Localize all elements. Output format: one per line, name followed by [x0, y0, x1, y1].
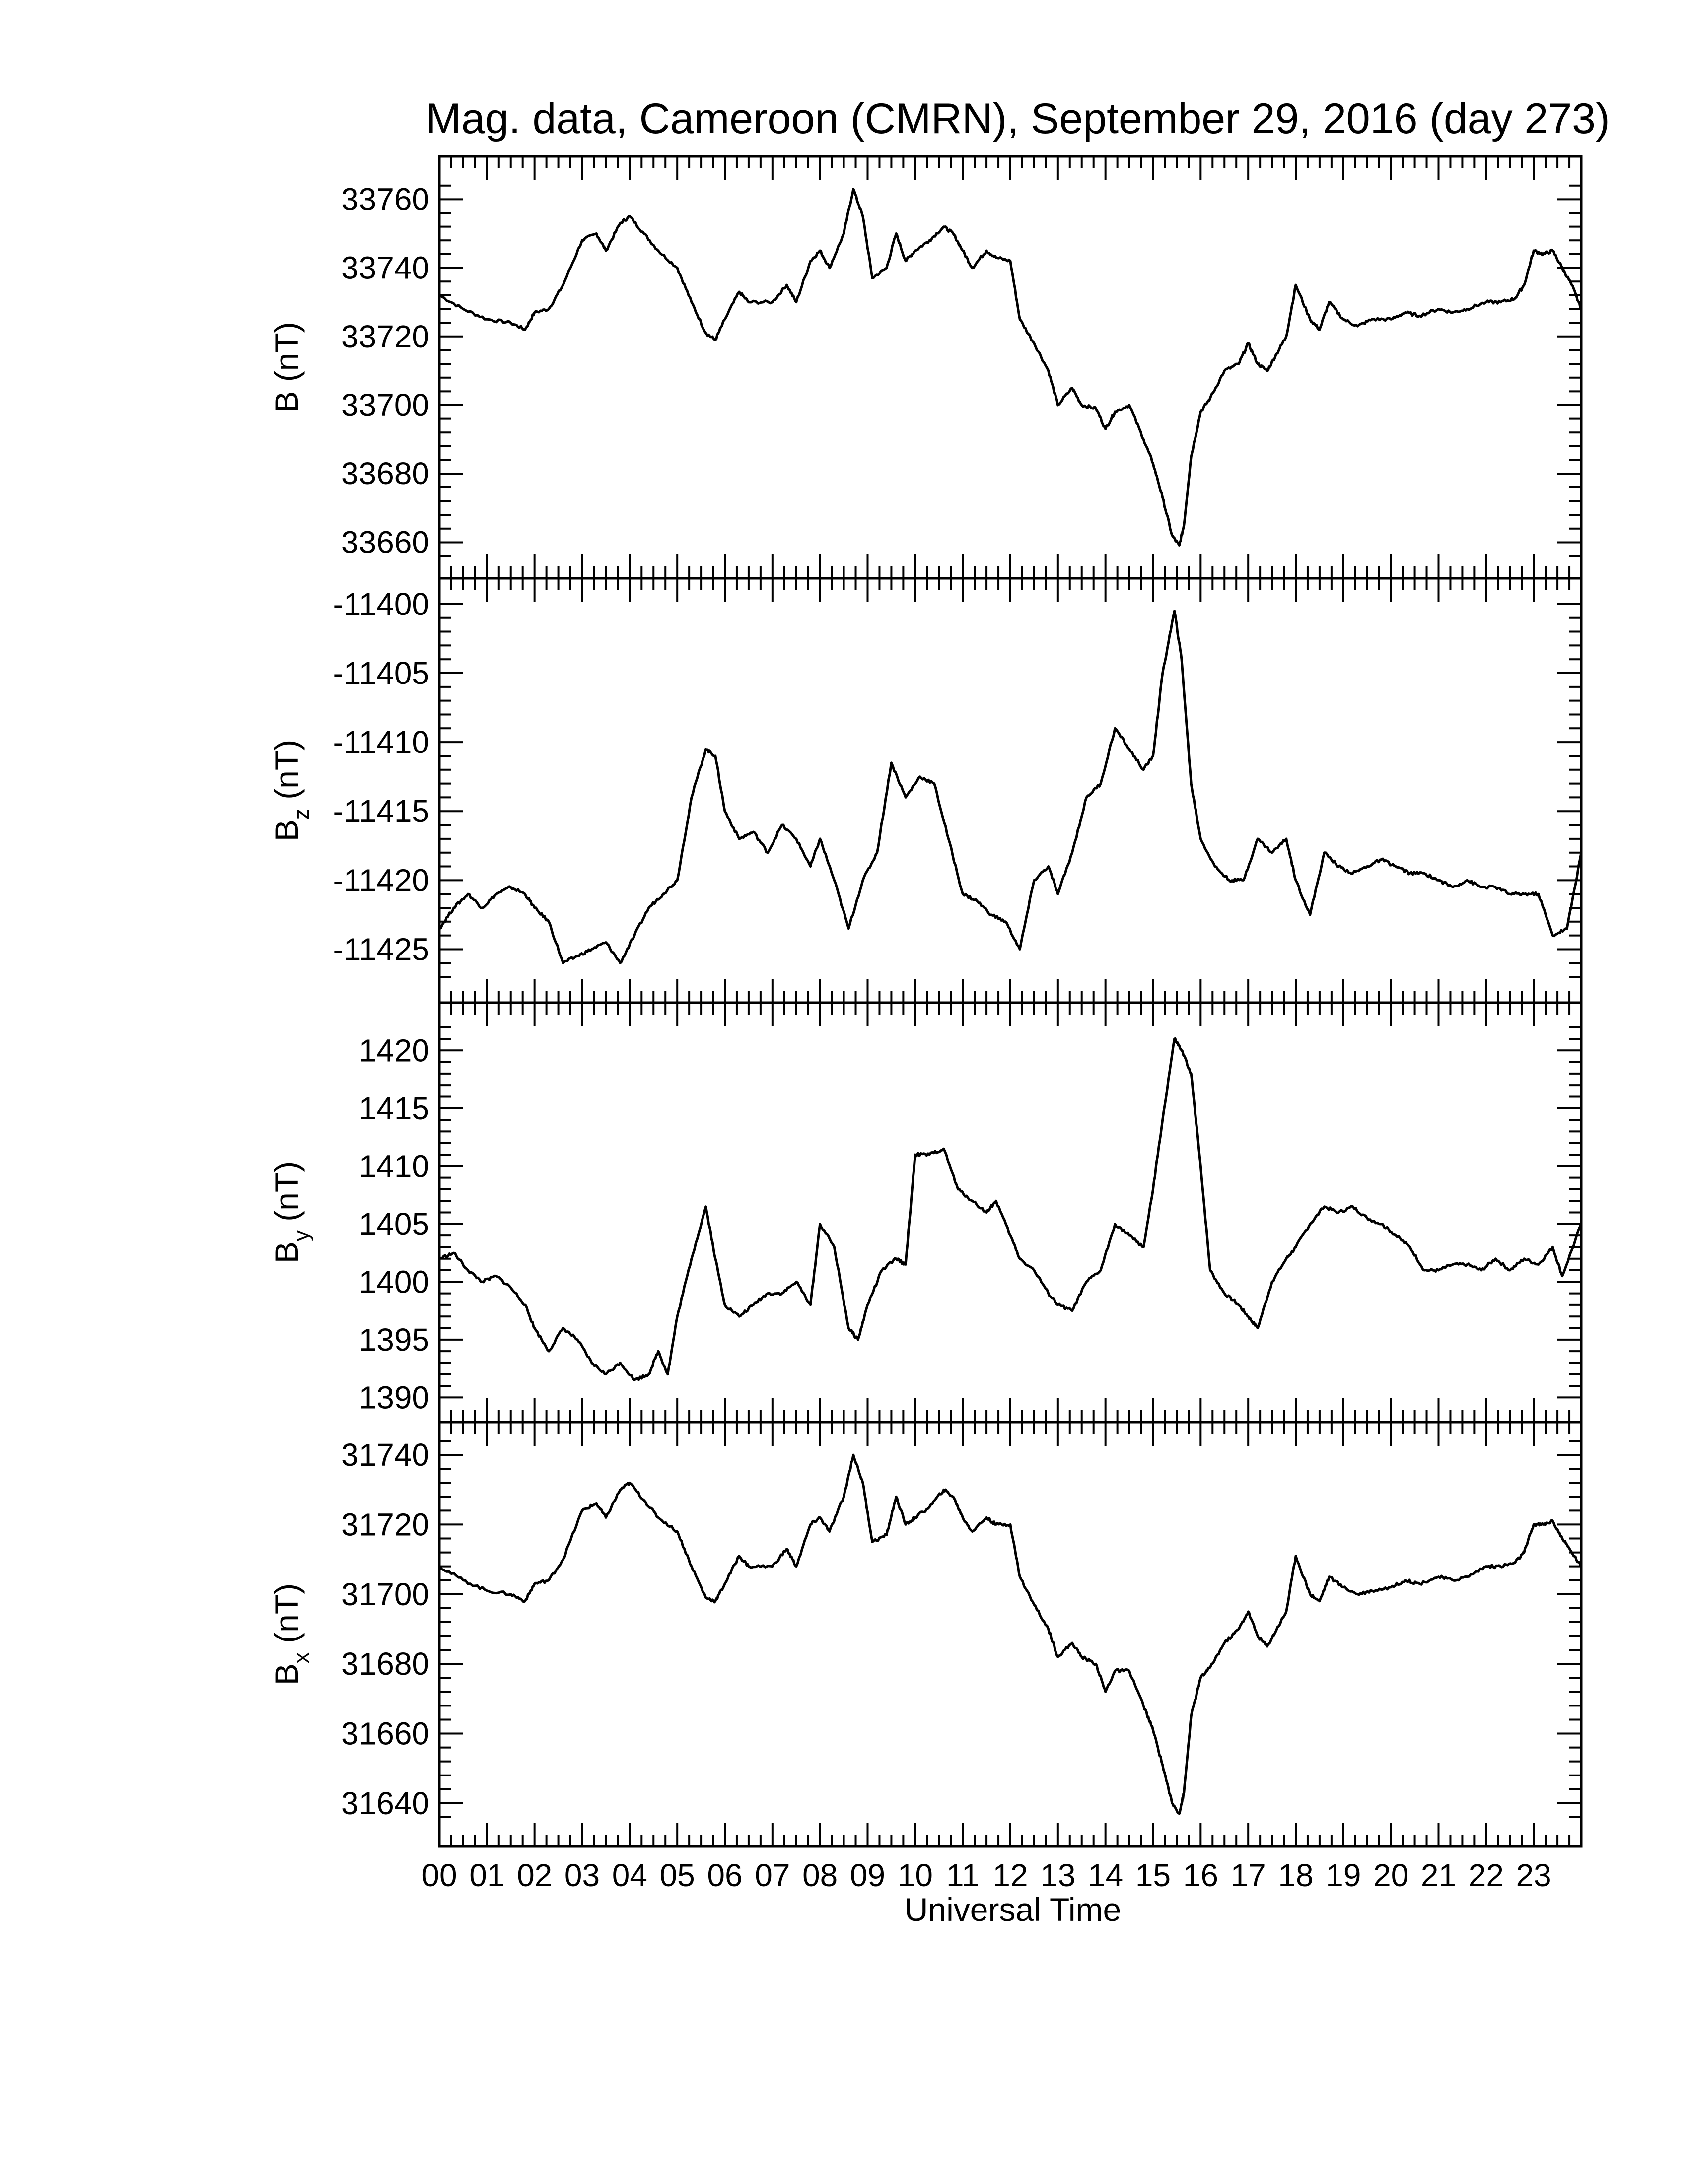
series-line-By [438, 1037, 1583, 1381]
x-tick-labels: 00 01 02 03 04 05 06 07 08 09 10 11 12 13 14 15 16 17 18 19… [422, 1857, 1551, 1893]
panel-Bx: 31640 31660 31680 31700 31720 31740 Bx (nT) [268, 1421, 1583, 1848]
x-tick-label: 05 [660, 1857, 695, 1893]
chart-title: Mag. data, Cameroon (CMRN), September 29… [425, 95, 1610, 142]
y-tick-label: 1395 [359, 1322, 429, 1358]
series-line-B [438, 188, 1582, 547]
panel-B: 33660 33680 33700 33720 33740 33760 B (nT) [268, 155, 1583, 580]
y-tick-label: 1400 [359, 1264, 429, 1299]
x-tick-label: 08 [802, 1857, 838, 1893]
y-tick-label: 31660 [341, 1716, 429, 1752]
x-tick-label: 17 [1231, 1857, 1266, 1893]
x-axis-label: Universal Time [905, 1891, 1121, 1928]
y-tick-label: 31720 [341, 1506, 429, 1542]
y-axis-label-Bz: Bz (nT) [268, 740, 314, 841]
y-tick-label: -11425 [333, 931, 429, 967]
y-tick-label: -11415 [333, 793, 429, 829]
y-tick-label: 33760 [341, 181, 429, 217]
x-tick-label: 01 [469, 1857, 504, 1893]
y-tick-label: 1410 [359, 1148, 429, 1184]
x-tick-label: 02 [517, 1857, 552, 1893]
panel-frame-Bx [438, 1421, 1583, 1848]
y-tick-label: 1390 [359, 1379, 429, 1415]
y-tick-label: 33660 [341, 524, 429, 560]
x-tick-label: 09 [850, 1857, 885, 1893]
y-tick-label: 1420 [359, 1032, 429, 1068]
x-tick-label: 21 [1421, 1857, 1456, 1893]
y-axis-label-B: B (nT) [268, 322, 305, 412]
y-tick-label: 33700 [341, 387, 429, 423]
x-tick-label: 18 [1278, 1857, 1313, 1893]
panel-frame-B [438, 155, 1583, 580]
x-tick-label: 20 [1373, 1857, 1408, 1893]
y-tick-label: 31740 [341, 1437, 429, 1473]
y-tick-label: 1405 [359, 1206, 429, 1242]
x-tick-label: 06 [707, 1857, 742, 1893]
x-tick-label: 12 [992, 1857, 1028, 1893]
x-tick-label: 07 [755, 1857, 790, 1893]
x-tick-label: 03 [564, 1857, 600, 1893]
chart-panels: 33660 33680 33700 33720 33740 33760 B (nT) -114… [268, 155, 1583, 1848]
series-line-Bz [439, 610, 1583, 964]
y-tick-label: 31640 [341, 1785, 429, 1821]
x-tick-label: 22 [1469, 1857, 1504, 1893]
panel-frame-By [438, 1001, 1583, 1424]
y-tick-label: 31700 [341, 1576, 429, 1612]
y-axis-label-By: By (nT) [268, 1161, 314, 1263]
panel-frame-Bz [438, 577, 1583, 1004]
x-tick-label: 19 [1326, 1857, 1361, 1893]
x-tick-label: 13 [1040, 1857, 1075, 1893]
x-tick-label: 00 [422, 1857, 457, 1893]
x-tick-label: 11 [946, 1857, 979, 1893]
panel-Bz: -11425 -11420 -11415 -11410 -11405 -11400 Bz (… [268, 577, 1583, 1004]
x-tick-label: 04 [612, 1857, 647, 1893]
series-line-Bx [438, 1453, 1583, 1815]
y-tick-label: -11405 [333, 655, 429, 691]
y-tick-label: -11420 [333, 862, 429, 898]
y-tick-label: -11400 [333, 586, 429, 622]
x-tick-label: 16 [1183, 1857, 1218, 1893]
x-tick-label: 15 [1135, 1857, 1171, 1893]
y-tick-label: 33720 [341, 319, 429, 354]
x-tick-label: 10 [898, 1857, 933, 1893]
y-axis-label-Bx: Bx (nT) [268, 1583, 314, 1685]
y-tick-label: 33740 [341, 250, 429, 286]
x-tick-label: 23 [1516, 1857, 1551, 1893]
y-tick-label: 1415 [359, 1091, 429, 1126]
y-tick-label: 31680 [341, 1646, 429, 1682]
panel-By: 1390 1395 1400 1405 1410 1415 1420 By (nT) [268, 1001, 1583, 1424]
x-tick-label: 14 [1088, 1857, 1123, 1893]
y-tick-label: 33680 [341, 456, 429, 491]
y-tick-label: -11410 [333, 724, 429, 760]
